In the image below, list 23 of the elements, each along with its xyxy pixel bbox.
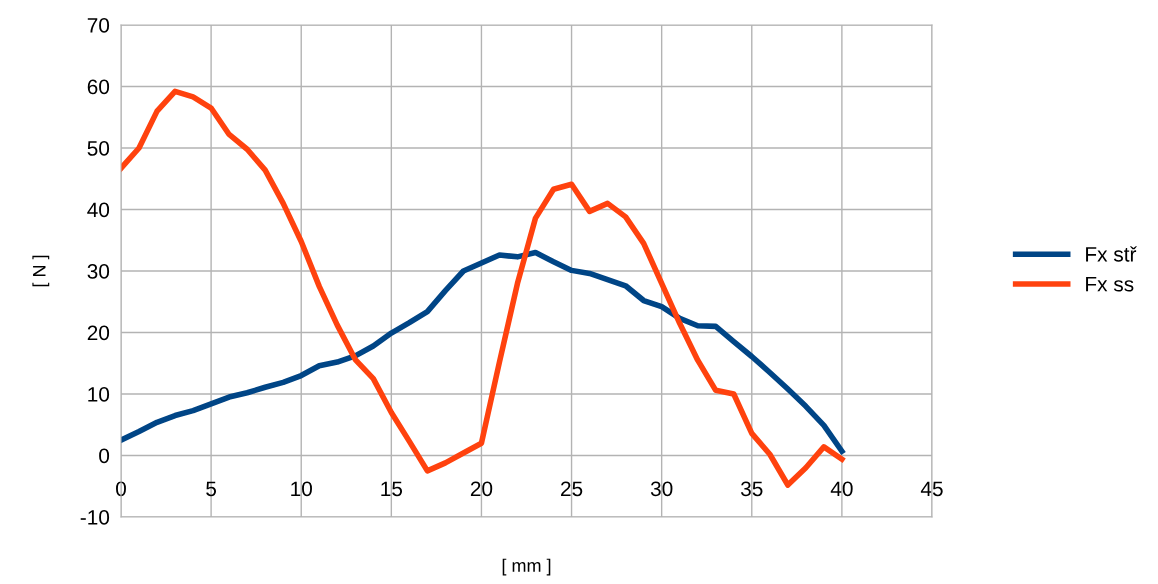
y-tick-label: 60	[87, 79, 110, 95]
y-tick-label: 50	[87, 141, 110, 156]
x-tick-label: 10	[291, 481, 312, 497]
x-axis-title: [ mm ]	[502, 558, 551, 576]
x-tick-label: 35	[740, 481, 763, 497]
y-tick-label: 40	[87, 202, 110, 218]
x-tick-label: 5	[206, 481, 217, 497]
legend-label: Fx ss	[1086, 276, 1134, 292]
x-tick-label: 0	[116, 481, 126, 497]
x-tick-label: 30	[650, 481, 673, 497]
y-tick-label: -10	[80, 510, 110, 525]
y-tick-label: 0	[99, 448, 110, 464]
x-tick-label: 15	[381, 481, 403, 497]
y-axis-title: [ N ]	[32, 255, 50, 287]
x-tick-label: 20	[470, 481, 493, 497]
y-tick-label: 20	[87, 325, 110, 341]
legend-label: Fx stř	[1086, 246, 1137, 262]
x-tick-label: 40	[830, 481, 853, 497]
x-tick-label: 25	[561, 481, 583, 497]
y-tick-label: 30	[87, 264, 110, 279]
y-tick-label: 10	[88, 387, 110, 402]
y-tick-label: 70	[87, 18, 110, 33]
x-tick-label: 45	[920, 481, 943, 497]
